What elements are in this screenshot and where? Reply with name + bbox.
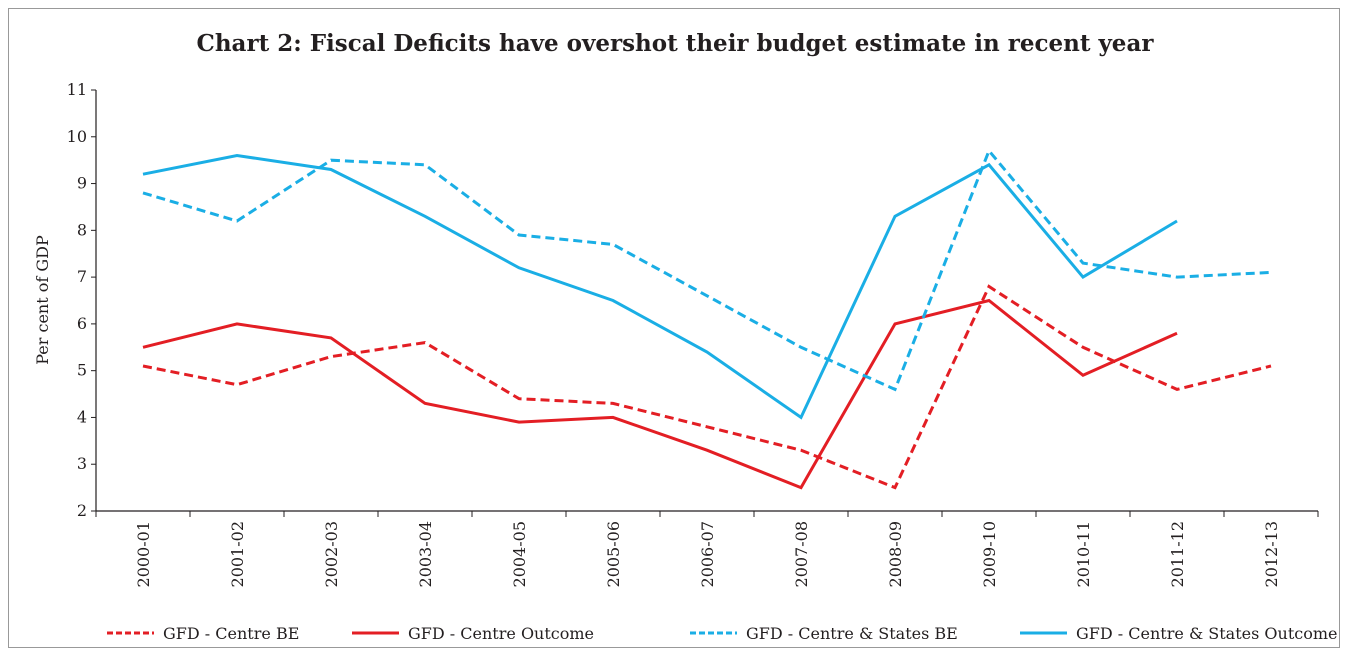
x-tick-label: 2010-11	[1074, 521, 1093, 587]
legend-label-0: GFD - Centre BE	[163, 624, 299, 643]
y-tick-label: 11	[67, 80, 87, 99]
x-tick-label: 2002-03	[322, 521, 341, 587]
x-tick-label: 2003-04	[416, 521, 435, 587]
axes: 2 3 4 5 6 7 8 9 10 11 2000-01 2001-02 2002-03 2003-04…	[67, 80, 1319, 587]
x-tick-label: 2004-05	[510, 521, 529, 587]
legend-label-2: GFD - Centre & States BE	[746, 624, 958, 643]
legend-label-1: GFD - Centre Outcome	[408, 624, 594, 643]
y-tick-label: 6	[77, 314, 87, 333]
y-tick-label: 4	[77, 407, 87, 426]
x-tick-label: 2005-06	[604, 521, 623, 587]
legend-label-3: GFD - Centre & States Outcome	[1076, 624, 1337, 643]
y-tick-label: 8	[77, 220, 87, 239]
x-tick-label: 2001-02	[228, 521, 247, 587]
y-tick-label: 9	[77, 174, 87, 193]
y-tick-label: 5	[77, 361, 87, 380]
series-line-0	[142, 284, 1272, 490]
x-tick-label: 2012-13	[1262, 521, 1281, 587]
series-line-1	[142, 298, 1178, 490]
y-tick-label: 7	[77, 267, 87, 286]
series-lines	[142, 147, 1272, 490]
chart-frame	[8, 8, 1340, 648]
x-tick-label: 2006-07	[698, 521, 717, 587]
y-tick-label: 10	[67, 127, 87, 146]
y-tick-label: 3	[77, 454, 87, 473]
series-line-2	[142, 147, 1272, 392]
series-line-3	[142, 153, 1178, 420]
x-tick-label: 2009-10	[980, 521, 999, 587]
chart-title: Chart 2: Fiscal Deficits have overshot t…	[196, 30, 1154, 57]
y-axis-title: Per cent of GDP	[33, 235, 52, 365]
x-tick-label: 2011-12	[1168, 521, 1187, 587]
x-tick-label: 2008-09	[886, 521, 905, 587]
y-tick-label: 2	[77, 501, 87, 520]
x-tick-label: 2000-01	[134, 521, 153, 587]
legend: GFD - Centre BE GFD - Centre Outcome GFD -…	[107, 624, 1337, 643]
x-tick-label: 2007-08	[792, 521, 811, 587]
